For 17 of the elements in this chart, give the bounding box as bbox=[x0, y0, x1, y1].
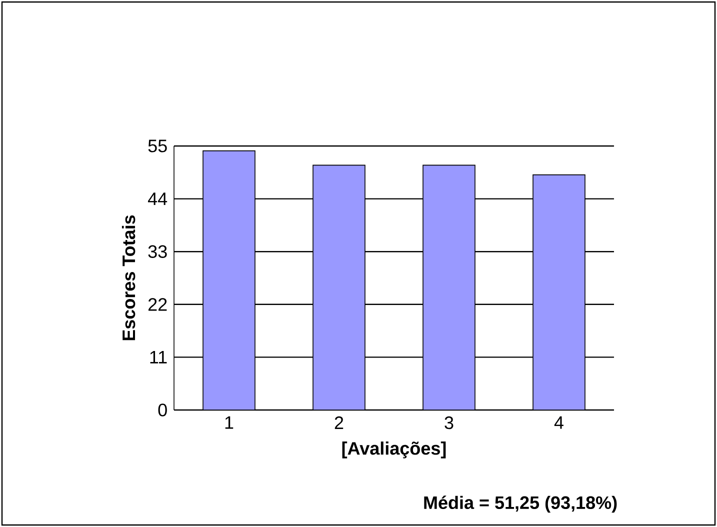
bar bbox=[422, 164, 476, 410]
y-tick-label: 11 bbox=[150, 351, 167, 364]
y-axis-title: Escores Totais bbox=[122, 215, 136, 340]
x-tick-label: 4 bbox=[554, 416, 564, 429]
bar bbox=[202, 150, 256, 410]
x-axis-title: [Avaliações] bbox=[342, 442, 446, 458]
y-tick-label: 22 bbox=[148, 298, 167, 311]
bar bbox=[532, 174, 586, 410]
bar bbox=[312, 164, 366, 410]
y-tick-label: 0 bbox=[158, 404, 167, 416]
x-tick-label: 1 bbox=[225, 416, 234, 429]
y-tick-label: 55 bbox=[148, 140, 167, 152]
x-tick-label: 2 bbox=[334, 416, 344, 429]
text: Média = 51,25 (93,18%) bbox=[424, 496, 617, 513]
y-tick-label: 33 bbox=[148, 245, 167, 258]
y-tick-label: 44 bbox=[148, 192, 168, 205]
x-tick-label: 3 bbox=[444, 416, 454, 430]
